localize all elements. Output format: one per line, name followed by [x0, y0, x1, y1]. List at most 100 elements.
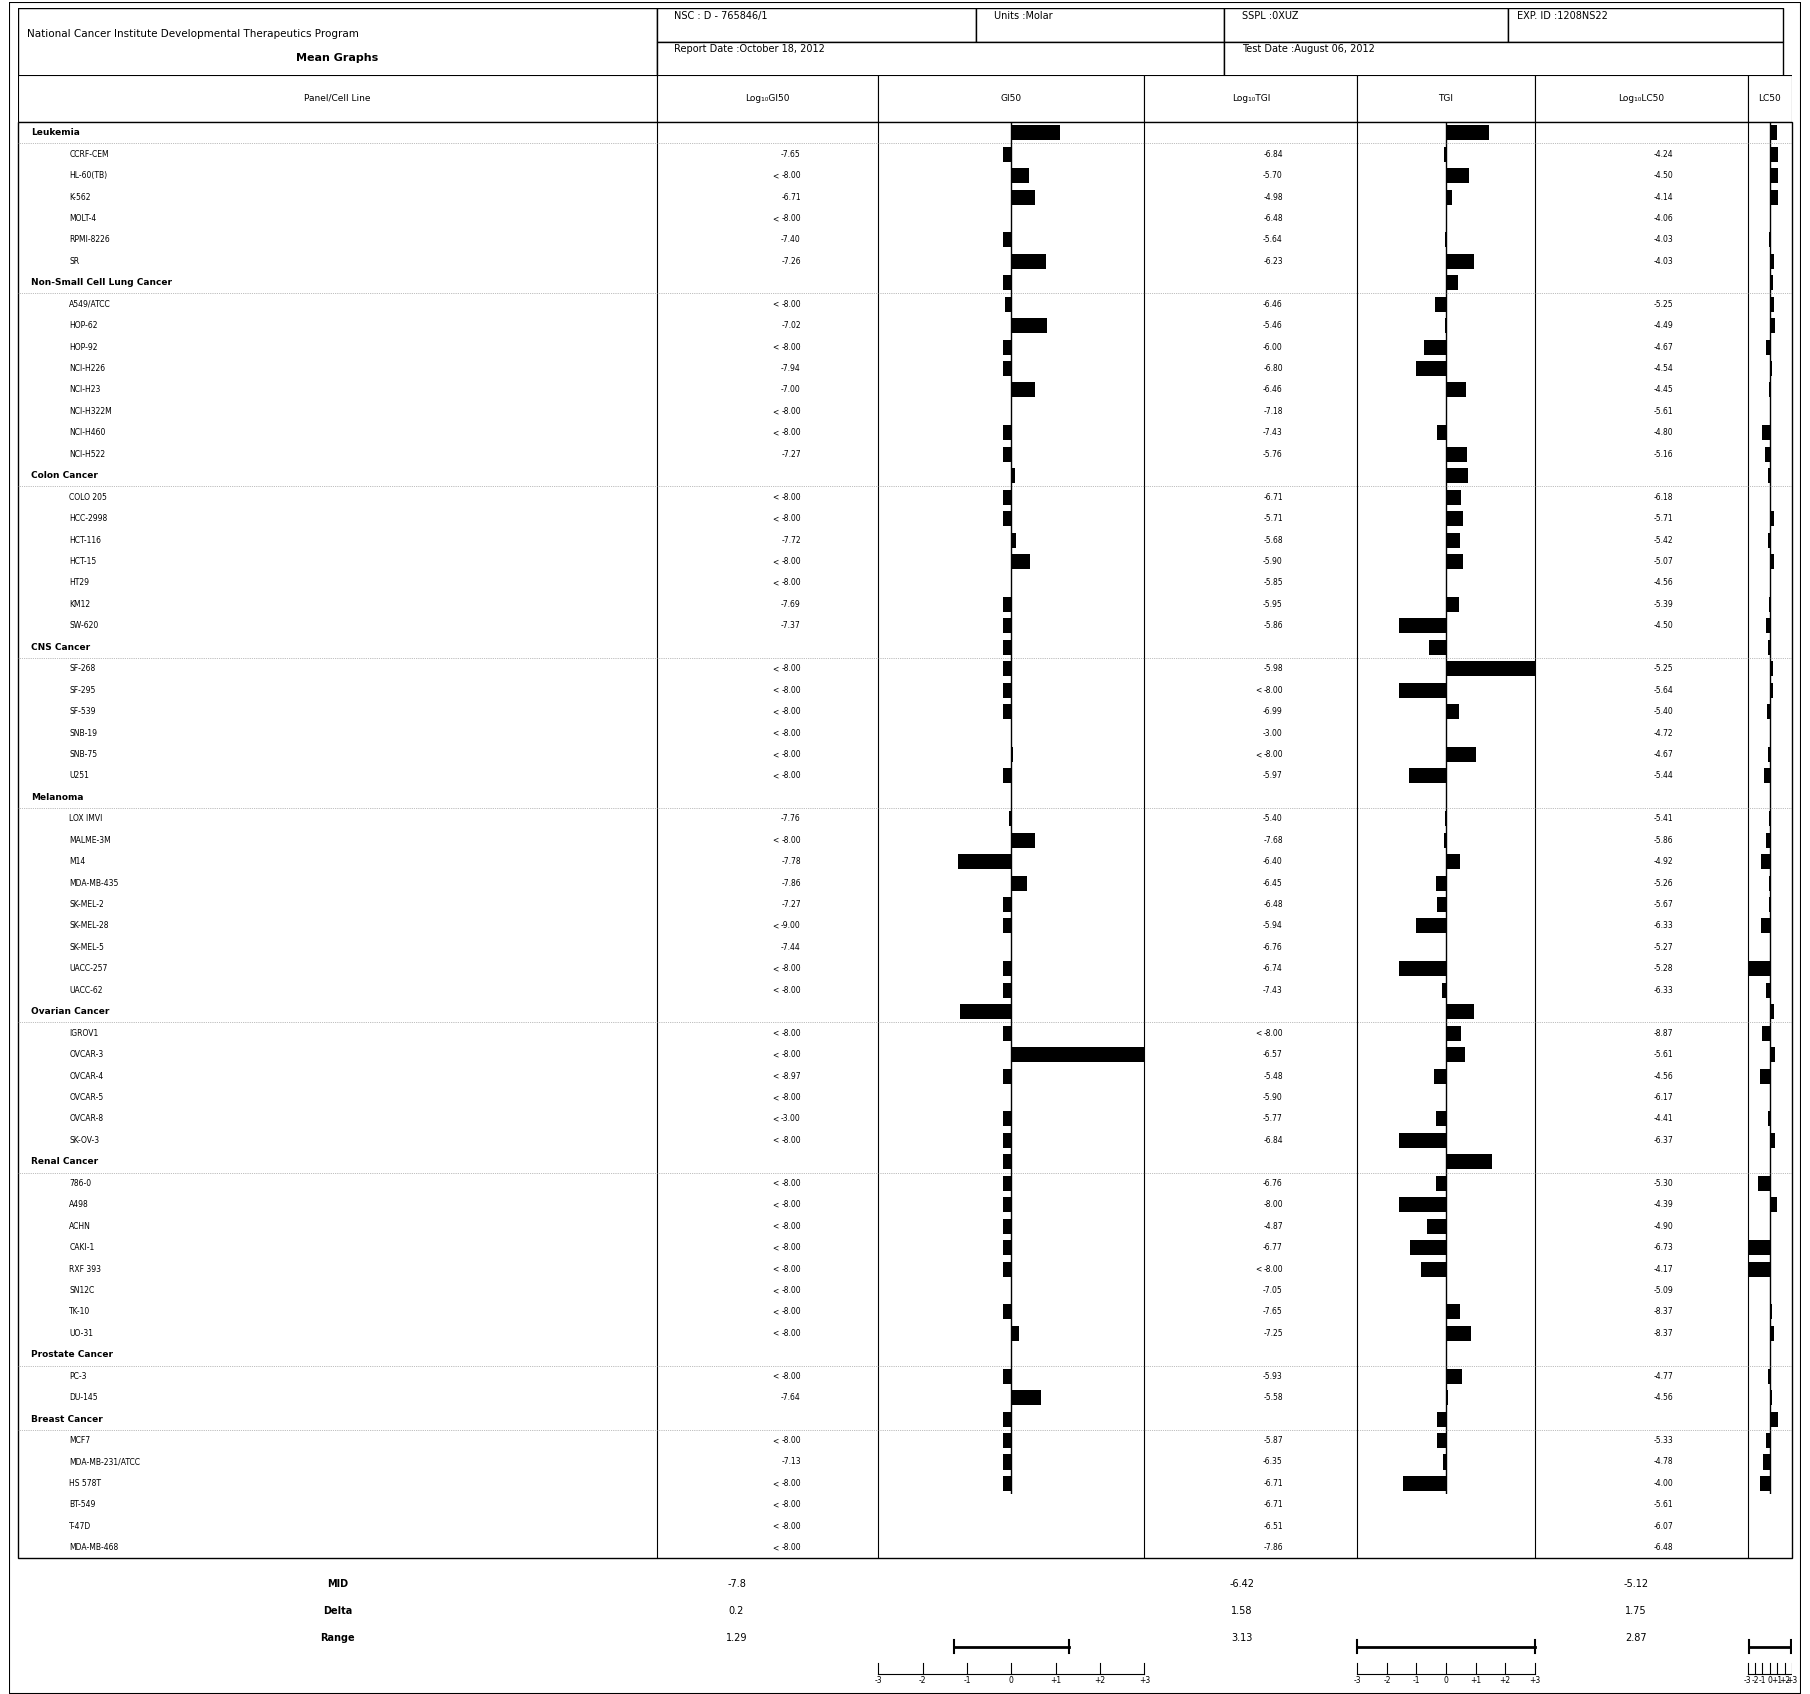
Bar — [1446, 274, 1459, 290]
Bar — [1003, 361, 1012, 376]
Text: -6.71: -6.71 — [1263, 1479, 1283, 1487]
Text: 1.29: 1.29 — [726, 1633, 748, 1643]
Bar — [1770, 1005, 1774, 1020]
Text: KM12: KM12 — [69, 600, 90, 608]
Bar — [1003, 147, 1012, 161]
Text: -5.28: -5.28 — [1654, 964, 1672, 974]
Text: -3.00: -3.00 — [1263, 728, 1283, 737]
Text: -7.13: -7.13 — [782, 1457, 800, 1467]
Bar — [1535, 75, 1748, 122]
Bar — [1435, 876, 1446, 891]
Text: MDA-MB-231/ATCC: MDA-MB-231/ATCC — [69, 1457, 139, 1467]
Text: -7.86: -7.86 — [782, 879, 800, 888]
Text: -4.03: -4.03 — [1653, 235, 1672, 244]
Text: MALME-3M: MALME-3M — [69, 835, 110, 845]
Text: -5.64: -5.64 — [1653, 686, 1672, 695]
Text: -6.48: -6.48 — [1653, 1543, 1672, 1552]
Text: <: < — [773, 213, 778, 224]
Text: SF-268: SF-268 — [69, 664, 96, 673]
Bar — [1446, 747, 1477, 762]
Text: <: < — [773, 1479, 778, 1487]
Text: HT29: HT29 — [69, 578, 89, 588]
Text: <: < — [773, 578, 778, 588]
Text: -4.06: -4.06 — [1653, 213, 1672, 224]
Bar — [1012, 383, 1035, 398]
Text: OVCAR-5: OVCAR-5 — [69, 1093, 103, 1103]
Text: SNB-19: SNB-19 — [69, 728, 98, 737]
Text: <: < — [773, 1286, 778, 1294]
Text: -8.00: -8.00 — [1263, 686, 1283, 695]
Text: -5.41: -5.41 — [1653, 815, 1672, 823]
Text: DU-145: DU-145 — [69, 1392, 98, 1403]
Bar — [1446, 447, 1466, 462]
Text: -5.46: -5.46 — [1263, 322, 1283, 330]
Text: -7.44: -7.44 — [782, 944, 800, 952]
Text: -4.03: -4.03 — [1653, 257, 1672, 266]
Text: -6.37: -6.37 — [1653, 1137, 1672, 1145]
Bar — [1003, 1433, 1012, 1448]
Bar — [1770, 683, 1774, 698]
Bar — [1012, 833, 1035, 847]
Text: BT-549: BT-549 — [69, 1501, 96, 1509]
Bar — [1770, 661, 1772, 676]
Bar — [1435, 296, 1446, 312]
Text: Units :Molar: Units :Molar — [994, 10, 1052, 20]
Bar — [1403, 1475, 1446, 1491]
Text: <: < — [773, 171, 778, 180]
Text: -6.80: -6.80 — [1263, 364, 1283, 373]
Bar — [1443, 1455, 1446, 1469]
Text: -4.98: -4.98 — [1263, 193, 1283, 202]
Text: -4.78: -4.78 — [1653, 1457, 1672, 1467]
Bar — [1003, 1262, 1012, 1277]
Bar — [1770, 318, 1774, 334]
Bar — [1770, 1411, 1777, 1426]
Text: -6.73: -6.73 — [1653, 1243, 1672, 1252]
Text: <: < — [773, 1201, 778, 1210]
Text: <: < — [773, 1308, 778, 1316]
Bar — [1770, 1047, 1776, 1062]
Text: -7.76: -7.76 — [782, 815, 800, 823]
Text: LC50: LC50 — [1758, 93, 1781, 103]
Text: -8.37: -8.37 — [1653, 1328, 1672, 1338]
Bar — [1003, 447, 1012, 462]
Text: <: < — [773, 1050, 778, 1059]
Text: -7.43: -7.43 — [1263, 429, 1283, 437]
Text: <: < — [773, 513, 778, 523]
Bar — [1767, 339, 1770, 354]
Text: -4.56: -4.56 — [1653, 578, 1672, 588]
Text: -8.00: -8.00 — [1263, 1264, 1283, 1274]
Text: -5.93: -5.93 — [1263, 1372, 1283, 1381]
Text: -5.16: -5.16 — [1653, 451, 1672, 459]
Text: -7.72: -7.72 — [782, 535, 800, 544]
Text: -4.77: -4.77 — [1653, 1372, 1672, 1381]
Bar — [1761, 1069, 1770, 1084]
Text: Test Date :August 06, 2012: Test Date :August 06, 2012 — [1242, 44, 1376, 54]
Text: -5.40: -5.40 — [1653, 706, 1672, 717]
Text: Panel/Cell Line: Panel/Cell Line — [304, 93, 371, 103]
Text: +3: +3 — [1786, 1677, 1797, 1686]
Text: -4.39: -4.39 — [1653, 1201, 1672, 1210]
Text: -8.00: -8.00 — [782, 835, 800, 845]
Text: -4.92: -4.92 — [1653, 857, 1672, 866]
Text: -8.00: -8.00 — [782, 1050, 800, 1059]
Text: A498: A498 — [69, 1201, 89, 1210]
Text: 0: 0 — [1444, 1677, 1448, 1686]
Text: Prostate Cancer: Prostate Cancer — [31, 1350, 112, 1359]
Text: MDA-MB-468: MDA-MB-468 — [69, 1543, 118, 1552]
Text: EXP. ID :1208NS22: EXP. ID :1208NS22 — [1517, 10, 1607, 20]
Text: <: < — [773, 1437, 778, 1445]
Text: +1: +1 — [1050, 1677, 1061, 1686]
Text: -1: -1 — [963, 1677, 970, 1686]
Bar — [1399, 962, 1446, 976]
Bar — [1012, 168, 1030, 183]
Text: SNB-75: SNB-75 — [69, 750, 98, 759]
Text: SF-295: SF-295 — [69, 686, 96, 695]
Text: -5.61: -5.61 — [1653, 407, 1672, 417]
Text: -6.99: -6.99 — [1263, 706, 1283, 717]
Bar — [1003, 1176, 1012, 1191]
Text: SK-OV-3: SK-OV-3 — [69, 1137, 100, 1145]
Text: 786-0: 786-0 — [69, 1179, 90, 1187]
Text: -5.09: -5.09 — [1653, 1286, 1672, 1294]
Bar — [1003, 1475, 1012, 1491]
Bar — [18, 75, 657, 122]
